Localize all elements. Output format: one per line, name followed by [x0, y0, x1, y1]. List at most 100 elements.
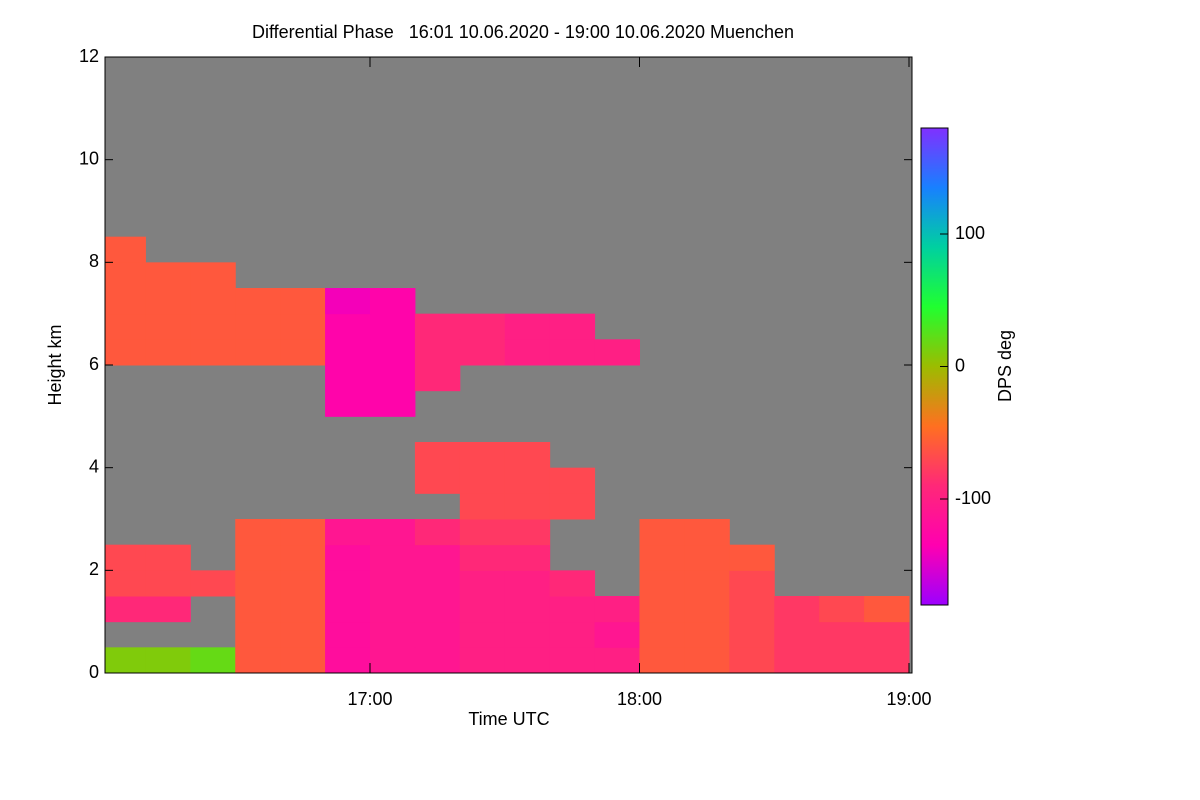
cell: [684, 519, 730, 546]
cell: [414, 596, 461, 623]
cell: [414, 442, 461, 469]
cell: [369, 544, 416, 571]
cell: [504, 493, 551, 520]
cell: [414, 365, 461, 392]
x-tick-label: 19:00: [886, 689, 931, 709]
cell: [325, 647, 371, 673]
cell: [145, 596, 191, 623]
cell: [369, 621, 416, 648]
cell: [280, 519, 326, 546]
cell: [235, 621, 281, 648]
cell: [369, 390, 416, 417]
cell: [684, 621, 730, 648]
cell: [504, 621, 551, 648]
cell: [594, 339, 640, 366]
cell: [105, 647, 146, 673]
cell: [684, 596, 730, 623]
cell: [864, 621, 910, 648]
x-axis-title: Time UTC: [468, 709, 549, 729]
x-tick-label: 17:00: [347, 689, 392, 709]
cell: [549, 467, 596, 494]
cell: [325, 544, 371, 571]
cell: [594, 596, 640, 623]
cell: [684, 570, 730, 597]
y-tick-label: 8: [89, 251, 99, 271]
colorbar-title: DPS deg: [995, 330, 1015, 402]
cell: [549, 647, 596, 673]
y-tick-label: 12: [79, 46, 99, 66]
colorbar-tick-label: 0: [955, 355, 965, 375]
cell: [729, 647, 775, 673]
cell: [105, 313, 146, 340]
cell: [594, 621, 640, 648]
cell: [190, 313, 236, 340]
cell: [190, 262, 236, 289]
cell: [639, 519, 685, 546]
y-axis-title: Height km: [45, 324, 65, 405]
cell: [105, 544, 146, 571]
cell: [504, 339, 551, 366]
cell: [774, 596, 820, 623]
cell: [235, 313, 281, 340]
cell: [504, 442, 551, 469]
cell: [235, 570, 281, 597]
cell: [639, 570, 685, 597]
cell: [594, 647, 640, 673]
cell: [105, 288, 146, 315]
cell: [504, 519, 551, 546]
cell: [325, 365, 371, 392]
y-tick-label: 2: [89, 559, 99, 579]
cell: [819, 596, 865, 623]
cell: [280, 288, 326, 315]
y-tick-label: 6: [89, 354, 99, 374]
cell: [105, 596, 146, 623]
cell: [639, 544, 685, 571]
cell: [549, 596, 596, 623]
cell: [325, 570, 371, 597]
cell: [639, 621, 685, 648]
cell: [549, 313, 596, 340]
cell: [459, 442, 506, 469]
cell: [280, 647, 326, 673]
cell: [190, 570, 236, 597]
cell: [190, 647, 236, 673]
colorbar-tick-label: 100: [955, 223, 985, 243]
chart-title: Differential Phase 16:01 10.06.2020 - 19…: [252, 22, 794, 42]
cell: [504, 570, 551, 597]
cell: [504, 544, 551, 571]
cell: [414, 570, 461, 597]
cell: [325, 519, 371, 546]
cell: [280, 544, 326, 571]
cell: [729, 544, 775, 571]
cell: [729, 596, 775, 623]
cell: [459, 519, 506, 546]
cell: [145, 288, 191, 315]
cell: [369, 570, 416, 597]
cell: [864, 647, 910, 673]
cell: [504, 467, 551, 494]
cell: [504, 313, 551, 340]
cell: [190, 288, 236, 315]
cell: [280, 339, 326, 366]
cell: [459, 544, 506, 571]
cell: [414, 621, 461, 648]
cell: [459, 313, 506, 340]
cell: [549, 493, 596, 520]
cell: [729, 621, 775, 648]
cell: [369, 647, 416, 673]
cell: [369, 365, 416, 392]
cell: [105, 262, 146, 289]
cell: [369, 596, 416, 623]
heatmap: [105, 236, 910, 673]
y-tick-label: 0: [89, 662, 99, 682]
cell: [280, 621, 326, 648]
cell: [819, 647, 865, 673]
cell: [414, 544, 461, 571]
cell: [145, 570, 191, 597]
cell: [280, 596, 326, 623]
cell: [459, 493, 506, 520]
y-tick-label: 4: [89, 456, 99, 476]
cell: [819, 621, 865, 648]
cell: [235, 544, 281, 571]
